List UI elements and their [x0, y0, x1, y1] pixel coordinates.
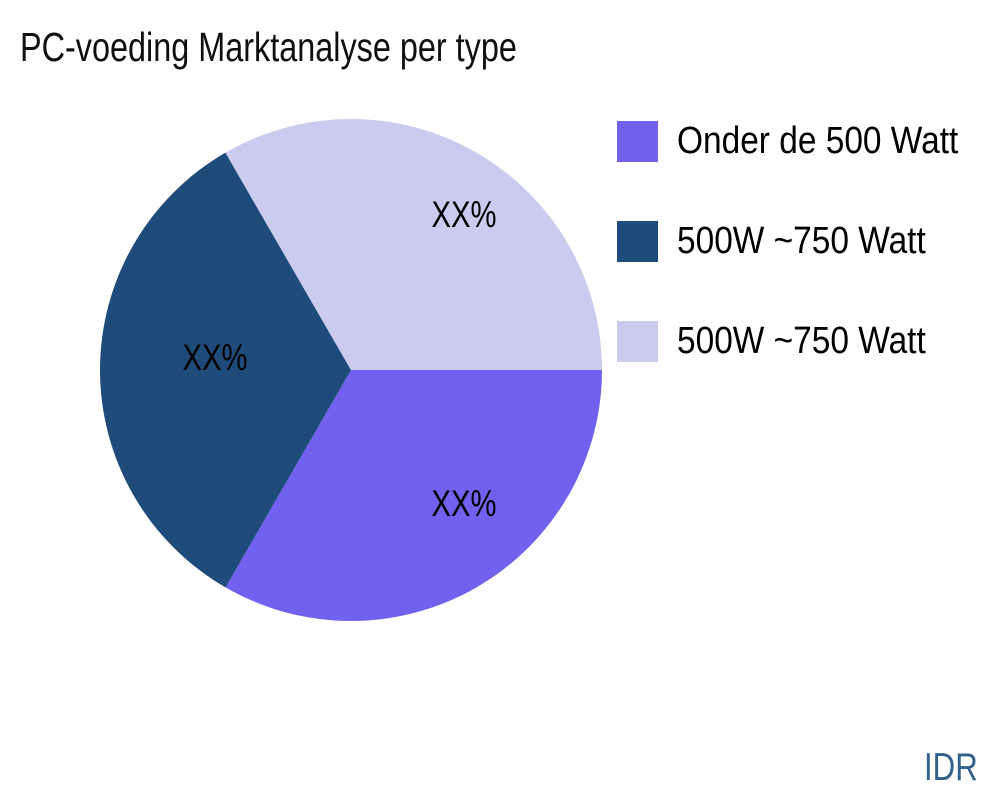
legend-item-2: 500W ~750 Watt [617, 320, 997, 362]
chart-legend: Onder de 500 Watt 500W ~750 Watt 500W ~750… [617, 120, 997, 421]
pie-slice-0 [225, 370, 603, 621]
pie-slice-2 [225, 119, 602, 370]
legend-label: 500W ~750 Watt [677, 320, 926, 362]
chart-title-text: PC-voeding Marktanalyse per type [20, 24, 517, 70]
currency-label-text: IDR [924, 746, 978, 789]
slice-value-label-2: XX% [432, 195, 497, 236]
slice-value-label-1: XX% [183, 338, 248, 379]
legend-label: 500W ~750 Watt [677, 220, 926, 262]
legend-label: Onder de 500 Watt [677, 120, 959, 162]
currency-label: IDR [924, 748, 991, 787]
legend-item-0: Onder de 500 Watt [617, 120, 997, 162]
legend-swatch-icon [617, 321, 658, 362]
legend-item-1: 500W ~750 Watt [617, 220, 997, 262]
legend-swatch-icon [617, 121, 658, 162]
chart-title: PC-voeding Marktanalyse per type [20, 24, 649, 71]
legend-swatch-icon [617, 221, 658, 262]
pie-slice-1 [100, 152, 351, 588]
slice-value-label-0: XX% [432, 484, 497, 525]
